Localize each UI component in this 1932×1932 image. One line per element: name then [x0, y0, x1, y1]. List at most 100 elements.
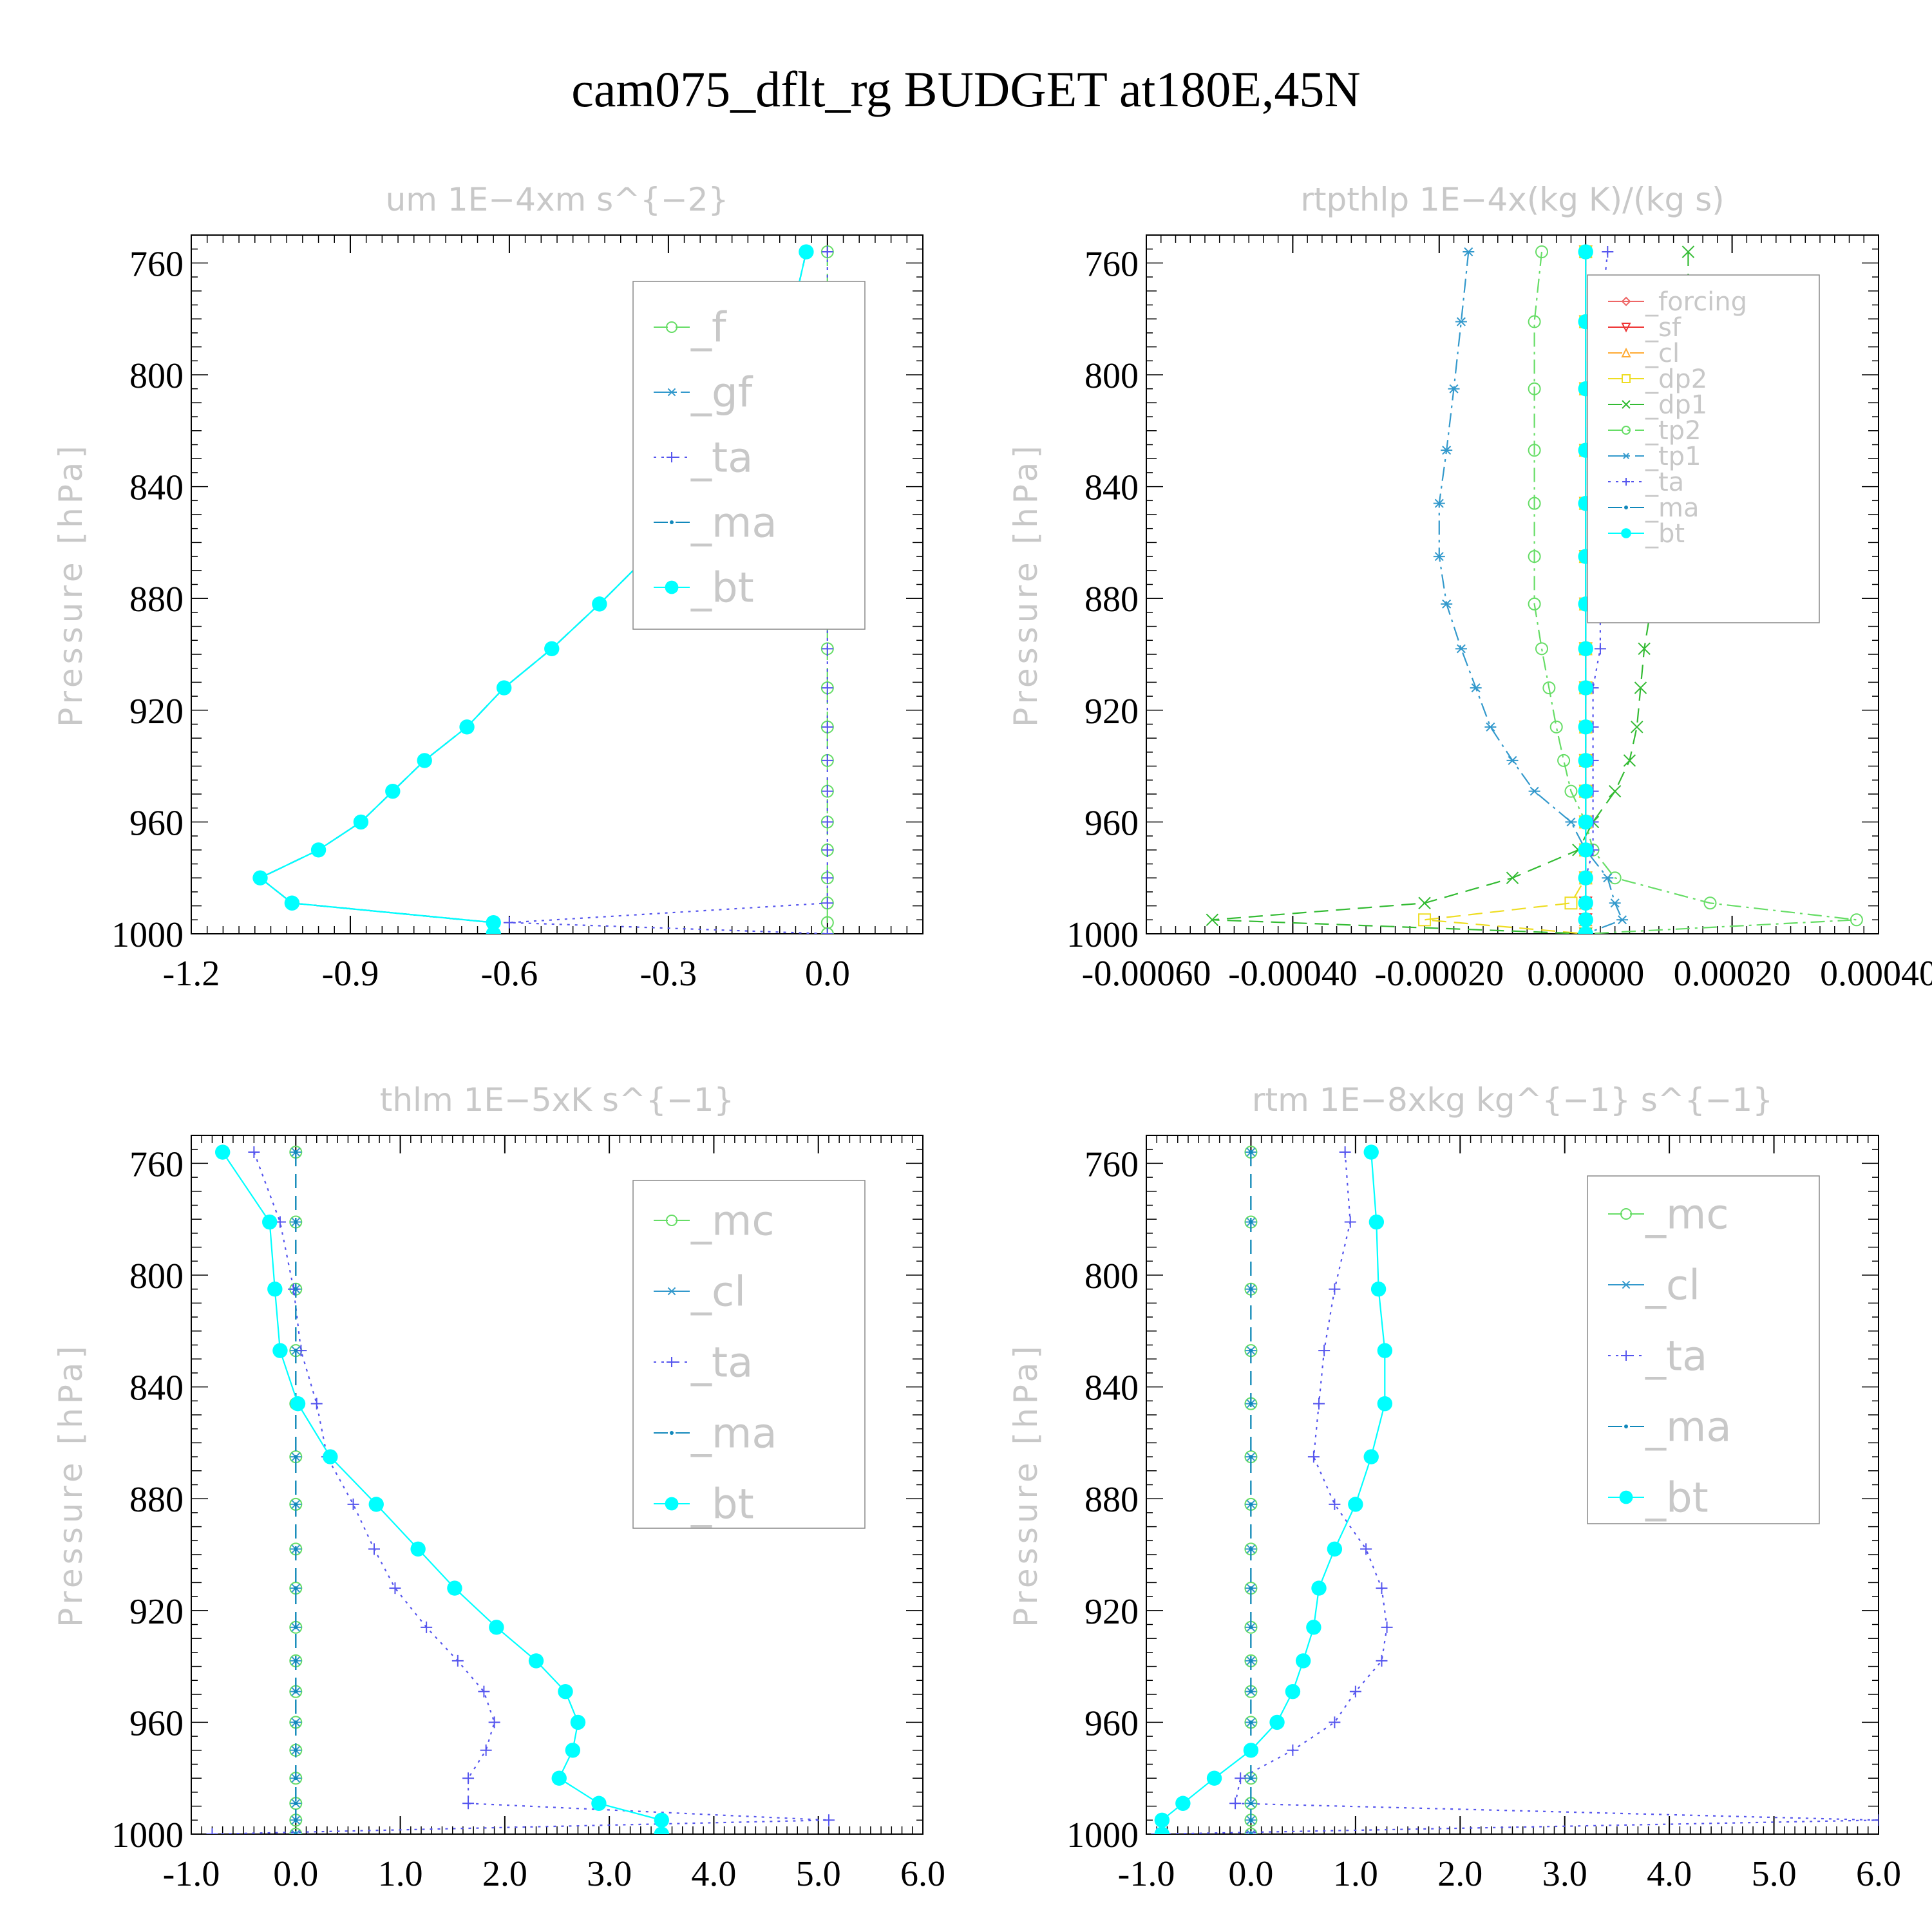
data-point — [1376, 1582, 1388, 1595]
y-tick-label: 1000 — [1066, 915, 1139, 955]
y-tick-label: 760 — [1084, 244, 1139, 284]
data-point — [294, 1801, 298, 1806]
x-tick-label: 3.0 — [1542, 1854, 1587, 1894]
data-point — [262, 1214, 278, 1230]
data-point — [1249, 1455, 1253, 1459]
y-tick-label: 840 — [129, 1368, 184, 1408]
data-point — [1249, 1818, 1253, 1823]
x-tick-label: 3.0 — [587, 1854, 632, 1894]
data-point — [1249, 1625, 1253, 1629]
legend-box — [1587, 1175, 1820, 1524]
data-point — [1249, 1801, 1253, 1806]
plot-area — [1151, 1144, 1879, 1834]
data-point — [1245, 1829, 1257, 1834]
data-point — [284, 895, 300, 911]
legend-marker — [666, 1215, 677, 1226]
data-point — [1578, 680, 1593, 696]
data-point — [821, 721, 833, 733]
data-point — [1578, 753, 1593, 768]
data-point — [248, 1146, 260, 1159]
data-point — [294, 1349, 298, 1353]
data-point — [1243, 1743, 1259, 1758]
data-point — [1528, 444, 1541, 457]
y-tick-label: 760 — [1084, 1144, 1139, 1184]
legend-label: _dp1 — [1645, 390, 1707, 420]
legend-marker — [1621, 1350, 1631, 1361]
plot-area — [206, 1144, 835, 1834]
data-point — [1249, 1586, 1253, 1591]
legend-marker — [1622, 453, 1630, 459]
x-tick-label: 1.0 — [1333, 1854, 1378, 1894]
data-point — [1206, 1770, 1222, 1786]
y-tick-label: 920 — [1084, 1592, 1139, 1632]
data-point — [486, 914, 501, 931]
legend-label: _bt — [1645, 519, 1685, 549]
x-tick-label: 0.0 — [805, 954, 850, 994]
y-tick-label: 840 — [1084, 1368, 1139, 1408]
legend: _f _gf _ta _ma _bt — [632, 281, 866, 630]
legend-marker — [670, 1431, 674, 1435]
x-tick-label: 6.0 — [1856, 1854, 1901, 1894]
data-point — [821, 643, 833, 655]
legend-label: _bt — [690, 564, 754, 612]
series-ta — [1151, 1146, 1879, 1834]
data-point — [1249, 1689, 1253, 1694]
data-point — [1249, 1547, 1253, 1551]
data-point — [272, 1343, 288, 1358]
data-point — [1249, 1720, 1253, 1725]
data-point — [1703, 896, 1717, 910]
y-tick-label: 880 — [1084, 1480, 1139, 1520]
series-line — [222, 1151, 663, 1834]
series-ma — [1249, 1150, 1253, 1834]
data-point — [1360, 1543, 1372, 1555]
data-point — [1229, 1797, 1242, 1810]
data-point — [1433, 498, 1445, 508]
x-tick-label: -0.3 — [640, 954, 697, 994]
x-tick-label: -0.00060 — [1082, 954, 1211, 994]
data-point — [1313, 1397, 1325, 1410]
data-point — [294, 1625, 298, 1629]
data-point — [1249, 1287, 1253, 1291]
legend-marker — [1622, 400, 1631, 409]
legend-label: _cl — [690, 1268, 746, 1316]
y-tick-label: 760 — [129, 1144, 184, 1184]
data-point — [462, 1772, 475, 1785]
series-ma — [294, 1150, 298, 1834]
data-point — [1154, 1812, 1170, 1828]
data-point — [288, 1283, 300, 1295]
legend-marker — [670, 520, 674, 524]
legend-label: _ma — [690, 499, 777, 547]
data-point — [389, 1582, 401, 1595]
legend-label: _cl — [1645, 339, 1680, 368]
data-point — [294, 1818, 298, 1823]
legend-label: _bt — [1645, 1474, 1709, 1522]
x-tick-label: 2.0 — [482, 1854, 527, 1894]
chart-panel-2: rtpthlp 1E−4x(kg K)/(kg s) Pressure [hPa]… — [1007, 181, 1932, 994]
data-point — [1329, 1498, 1341, 1510]
y-tick-label: 960 — [1084, 1703, 1139, 1743]
data-point — [1318, 1345, 1331, 1357]
data-point — [417, 753, 432, 768]
data-point — [1269, 1714, 1285, 1730]
series-line — [1533, 251, 1857, 934]
x-tick-label: 1.0 — [378, 1854, 423, 1894]
legend-label: _bt — [690, 1481, 754, 1528]
data-point — [558, 1683, 573, 1700]
legend-marker — [1621, 323, 1631, 333]
data-point — [821, 754, 833, 766]
data-point — [1564, 784, 1578, 798]
legend-label: _sf — [1645, 313, 1681, 343]
data-point — [294, 1502, 298, 1506]
data-point — [368, 1497, 384, 1512]
data-point — [503, 916, 515, 929]
data-point — [1175, 1795, 1191, 1811]
data-point — [1638, 642, 1651, 656]
data-point — [1623, 754, 1636, 767]
data-point — [1602, 873, 1614, 883]
legend-box — [632, 1180, 866, 1529]
data-point — [1463, 247, 1475, 257]
chart-panel-4: rtm 1E−8xkg kg^{−1} s^{−1} Pressure [hPa]… — [1007, 1081, 1901, 1894]
data-point — [1528, 550, 1541, 564]
data-point — [1528, 315, 1541, 328]
y-tick-label: 960 — [129, 803, 184, 843]
